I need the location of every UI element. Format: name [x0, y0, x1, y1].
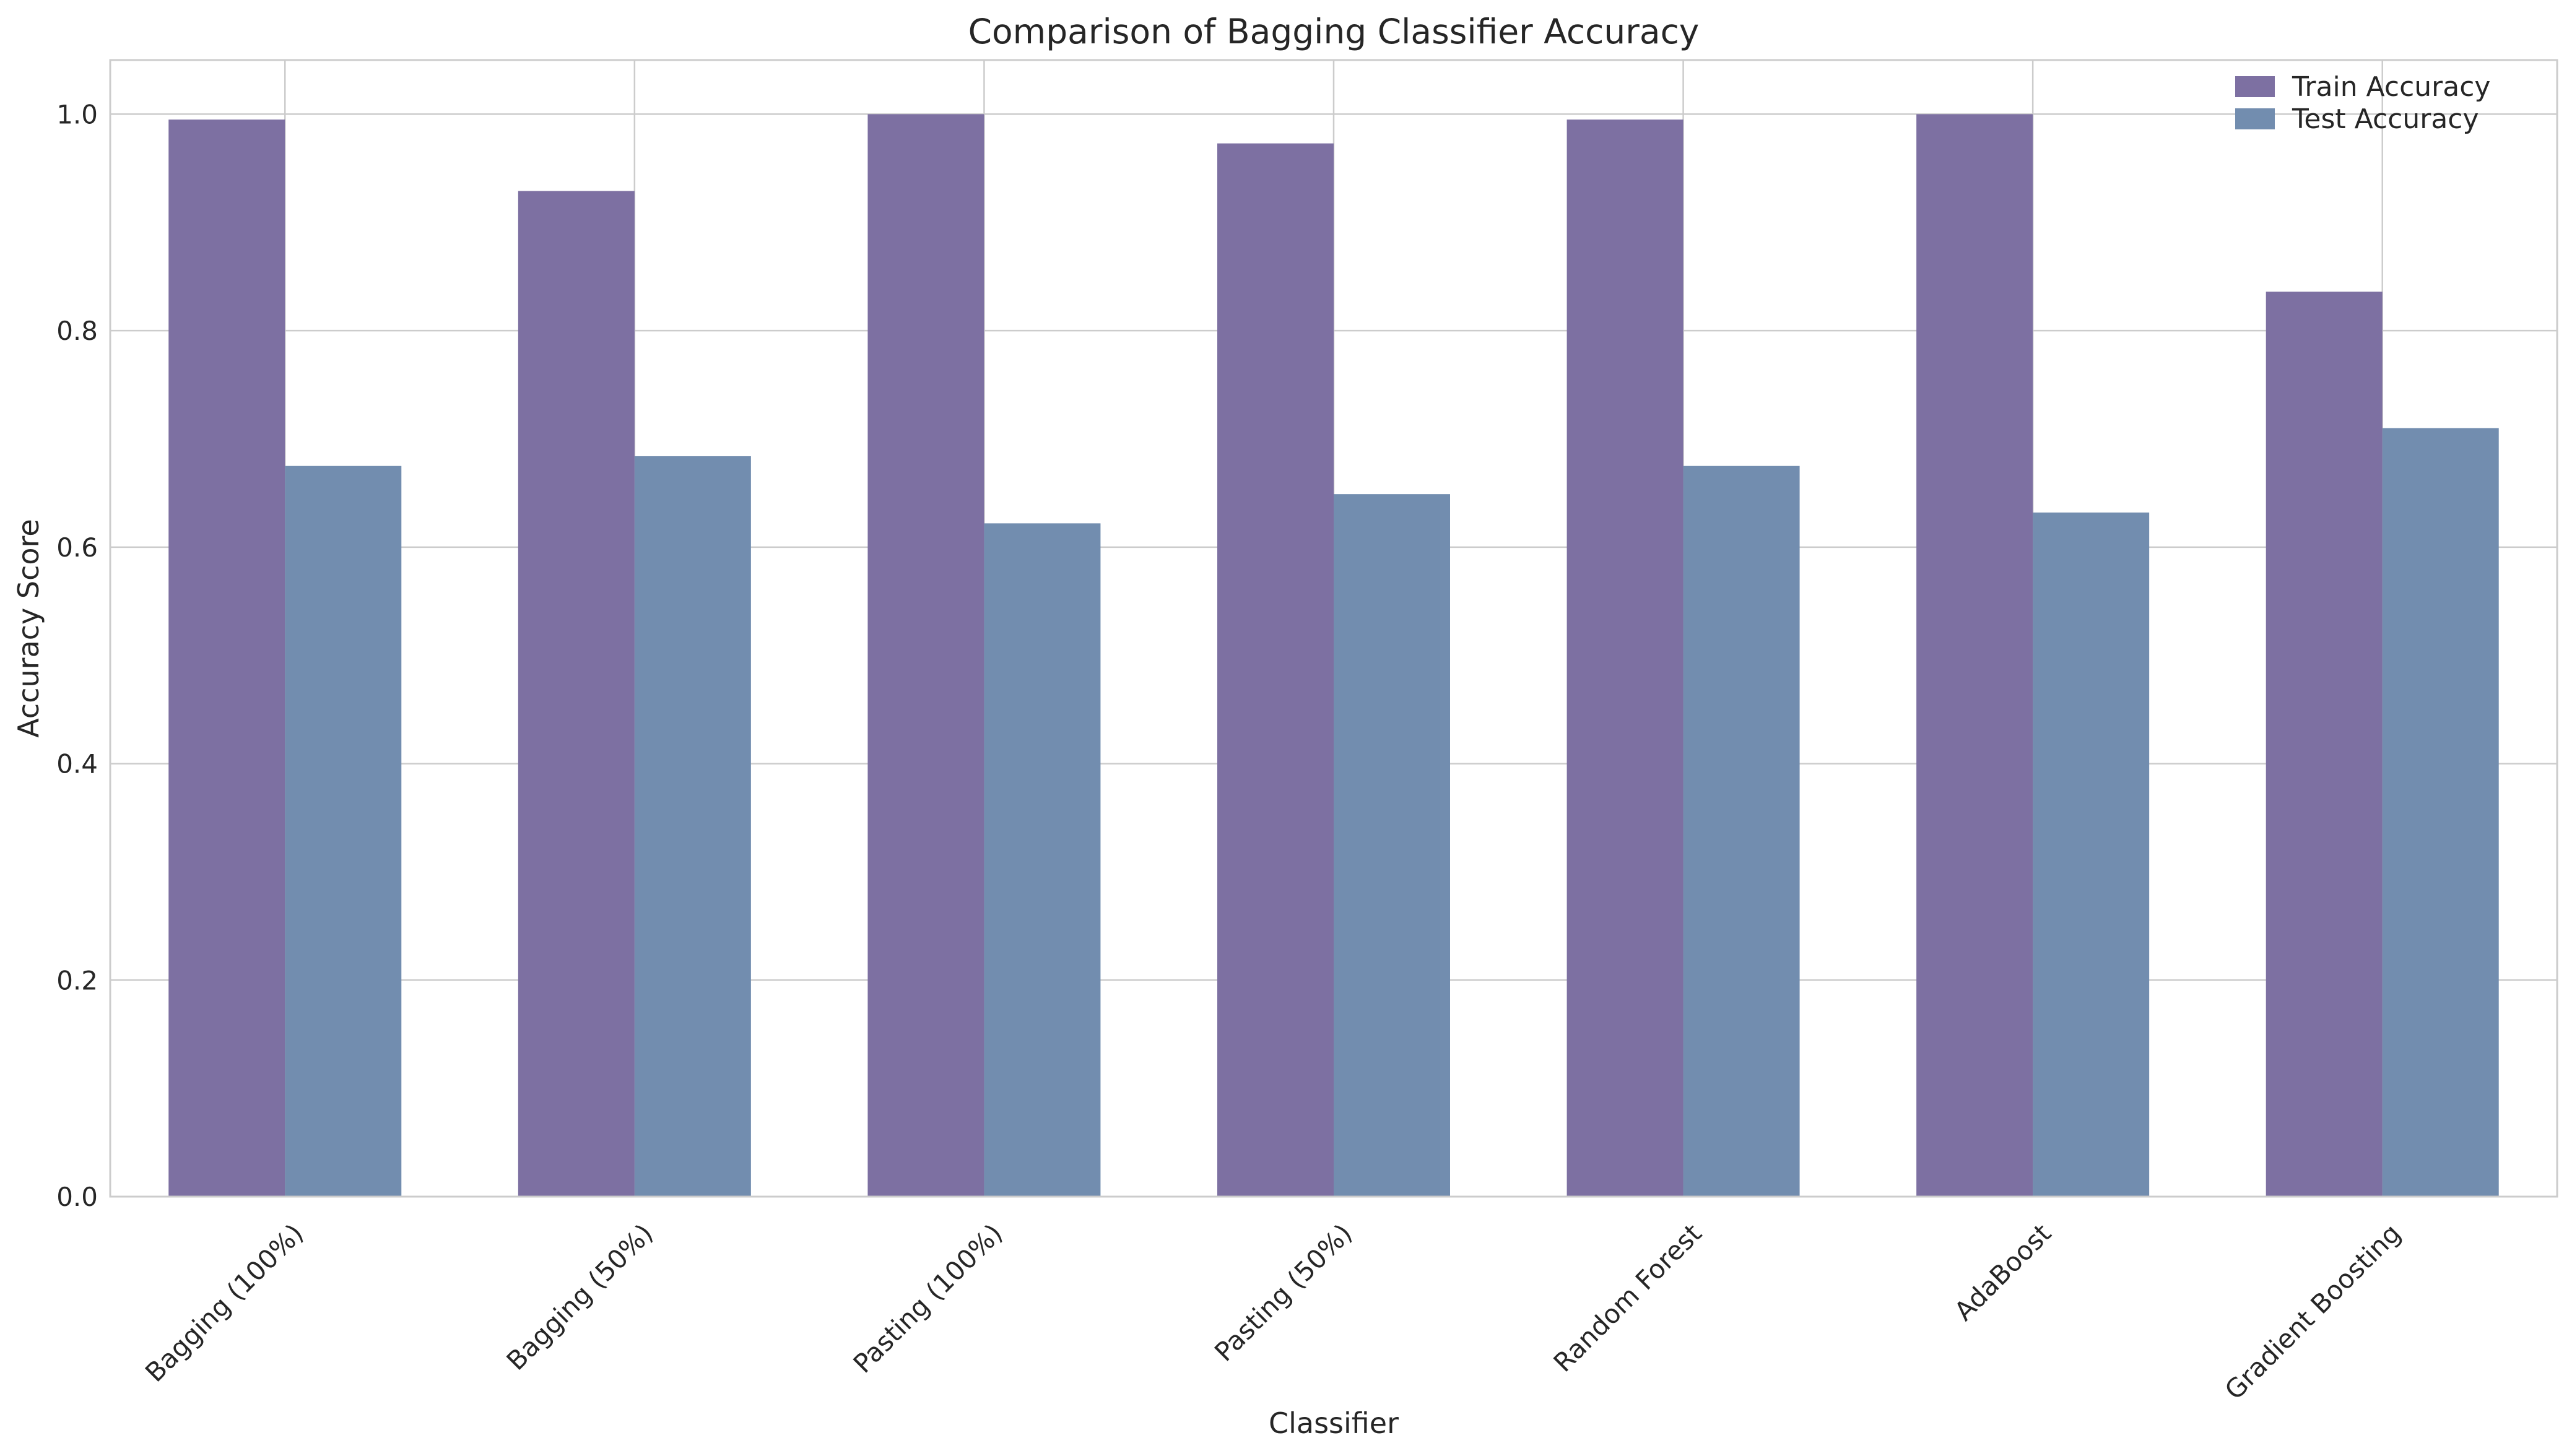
train-accuracy-bar [1217, 143, 1334, 1197]
test-accuracy-bar [2033, 512, 2150, 1197]
legend-label-train: Train Accuracy [2292, 71, 2490, 103]
y-tick-label: 0.8 [56, 316, 98, 346]
y-tick-label: 0.4 [56, 749, 98, 779]
legend-label-test: Test Accuracy [2292, 103, 2479, 135]
y-axis-label: Accuracy Score [12, 519, 45, 737]
test-accuracy-bar [634, 456, 751, 1197]
train-accuracy-bar [518, 191, 635, 1197]
legend-swatch-train [2235, 76, 2275, 97]
y-axis-ticks: 0.0 0.2 0.4 0.6 0.8 1.0 [56, 99, 98, 1212]
legend-swatch-test [2235, 108, 2275, 129]
y-tick-label: 0.6 [56, 532, 98, 563]
train-accuracy-bar [1916, 114, 2033, 1197]
test-accuracy-bar [1683, 466, 1800, 1197]
chart-title: Comparison of Bagging Classifier Accurac… [968, 12, 1700, 51]
train-accuracy-bar [168, 119, 285, 1197]
y-tick-label: 0.0 [56, 1182, 98, 1212]
train-accuracy-bar [867, 114, 984, 1197]
bars [168, 114, 2499, 1197]
train-accuracy-bar [1566, 119, 1684, 1197]
test-accuracy-bar [285, 466, 402, 1197]
test-accuracy-bar [1334, 494, 1450, 1197]
test-accuracy-bar [2382, 428, 2499, 1197]
test-accuracy-bar [984, 523, 1101, 1197]
train-accuracy-bar [2266, 292, 2383, 1197]
plot-area-frame [109, 59, 2558, 1198]
y-tick-label: 0.2 [56, 965, 98, 995]
x-axis-label: Classifier [1269, 1406, 1399, 1440]
y-tick-label: 1.0 [56, 99, 98, 129]
